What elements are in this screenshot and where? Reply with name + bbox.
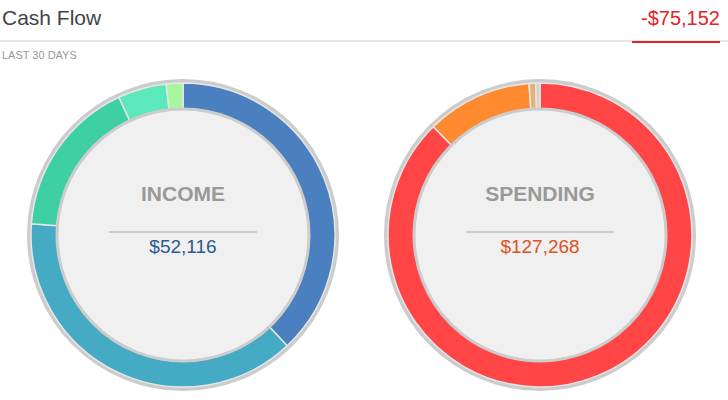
slices: [31, 83, 335, 387]
donut: INCOME $52,116: [29, 81, 337, 389]
center-value: $52,116: [149, 236, 216, 257]
net-underline: [632, 41, 720, 43]
donut: SPENDING $127,268: [386, 81, 694, 389]
center-rule: [109, 232, 257, 233]
center-value: $127,268: [500, 236, 579, 257]
header-rule: [0, 41, 728, 42]
cash-flow-chart: Cash Flow -$75,152 LAST 30 DAYS INCOME $52,1…: [0, 0, 728, 400]
title: Cash Flow: [2, 6, 102, 29]
outer-ring: [29, 81, 337, 389]
center-title: SPENDING: [485, 182, 595, 205]
slice: [166, 83, 183, 110]
period: LAST 30 DAYS: [2, 49, 77, 61]
outer-ring: [386, 81, 694, 389]
center: [57, 109, 309, 361]
net-value: -$75,152: [641, 7, 720, 29]
slices: [388, 83, 692, 387]
slice: [388, 83, 692, 387]
center: [414, 109, 666, 361]
center-rule: [466, 232, 614, 233]
slice: [536, 83, 540, 109]
center-title: INCOME: [141, 182, 225, 205]
